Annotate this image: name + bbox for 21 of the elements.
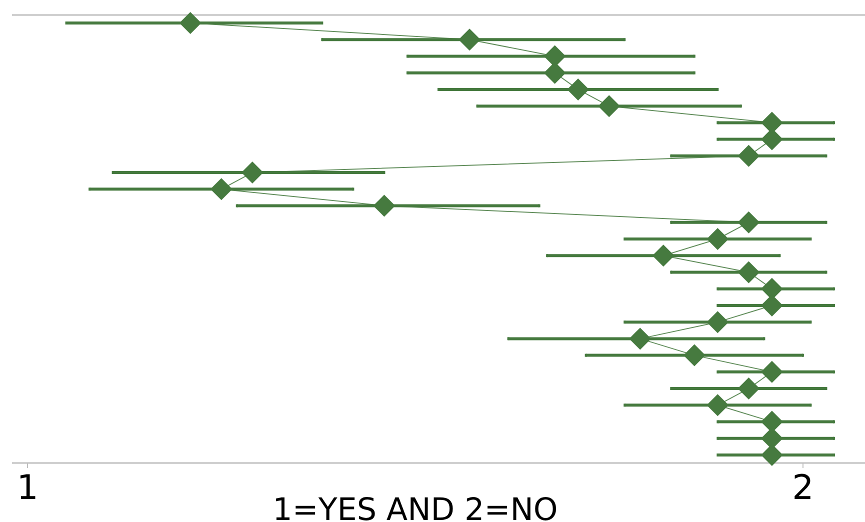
point bbox=[210, 178, 232, 200]
point bbox=[652, 244, 674, 267]
point bbox=[598, 95, 620, 118]
point bbox=[179, 12, 202, 34]
point bbox=[241, 162, 264, 184]
point bbox=[738, 261, 760, 284]
point bbox=[738, 211, 760, 234]
point bbox=[738, 144, 760, 167]
x-axis-title: 1=YES AND 2=NO bbox=[272, 492, 558, 522]
point bbox=[567, 78, 590, 100]
point bbox=[738, 378, 760, 400]
x-tick-label: 2 bbox=[792, 468, 814, 508]
point bbox=[706, 228, 729, 250]
point bbox=[629, 328, 652, 350]
x-tick-label: 1 bbox=[16, 468, 38, 508]
point bbox=[373, 194, 396, 217]
point bbox=[760, 360, 783, 383]
point bbox=[706, 394, 729, 416]
point bbox=[706, 311, 729, 334]
point bbox=[458, 28, 481, 51]
point bbox=[683, 344, 706, 366]
